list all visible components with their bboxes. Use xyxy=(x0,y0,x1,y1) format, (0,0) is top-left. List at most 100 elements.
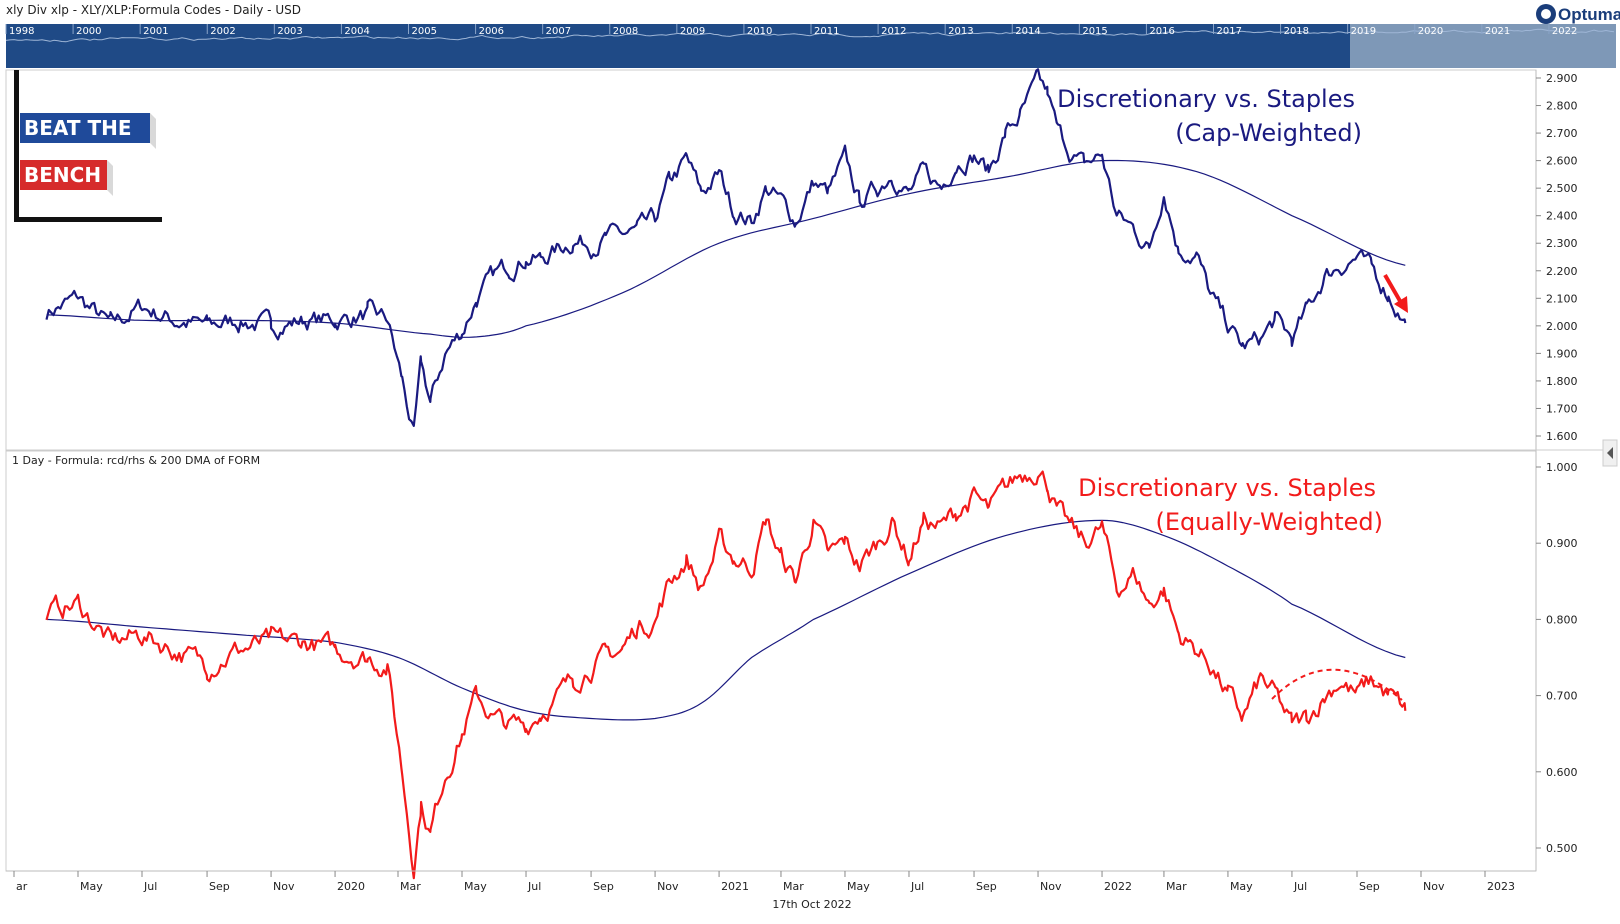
logo-bracket-horizontal xyxy=(14,217,162,222)
bottom-price-line xyxy=(45,470,1407,880)
bottom-panel-label: 1 Day - Formula: rcd/rhs & 200 DMA of FO… xyxy=(12,454,260,467)
x-tick-label: May xyxy=(1230,880,1253,893)
navigator-year-label: 2001 xyxy=(143,26,168,37)
top-y-tick-label: 1.900 xyxy=(1546,347,1578,360)
x-tick-label: Jul xyxy=(1293,880,1307,893)
logo-text-line2: BENCH xyxy=(24,163,101,187)
x-tick-label: Sep xyxy=(1359,880,1380,893)
bottom-y-axis: 0.500 0.600 0.700 0.800 0.900 1.000 xyxy=(1536,461,1578,855)
top-annotation-line2: (Cap-Weighted) xyxy=(1175,119,1362,147)
navigator-year-label: 2003 xyxy=(277,26,302,37)
x-tick-label: Sep xyxy=(593,880,614,893)
top-y-tick-label: 2.000 xyxy=(1546,320,1578,333)
bottom-y-tick-label: 0.800 xyxy=(1546,613,1578,626)
top-y-tick-label: 2.600 xyxy=(1546,155,1578,168)
x-tick-label: 2021 xyxy=(721,880,749,893)
navigator-sparkline xyxy=(5,28,1615,43)
bottom-y-tick-label: 0.600 xyxy=(1546,766,1578,779)
bottom-y-tick-label: 1.000 xyxy=(1546,461,1578,474)
bottom-y-tick-label: 0.700 xyxy=(1546,690,1578,703)
x-tick-label: May xyxy=(80,880,103,893)
down-arrow-shaft xyxy=(1383,274,1402,302)
navigator-year-label: 2016 xyxy=(1149,26,1174,37)
bottom-y-tick-label: 0.500 xyxy=(1546,842,1578,855)
x-axis: ar May Jul Sep Nov 2020 Mar May Jul Sep Nov 2021 Mar… xyxy=(13,871,1515,893)
navigator-year-label: 2022 xyxy=(1552,26,1577,37)
top-y-axis: 1.600 1.700 1.800 1.900 2.000 2.100 2.200 2.300… xyxy=(1536,72,1578,443)
top-y-tick-label: 2.300 xyxy=(1546,237,1578,250)
chevron-left-icon xyxy=(1607,447,1613,459)
x-tick-label: 2020 xyxy=(337,880,365,893)
top-annotation-line1: Discretionary vs. Staples xyxy=(1057,85,1355,113)
footer-date: 17th Oct 2022 xyxy=(772,898,851,911)
navigator-year-label: 2020 xyxy=(1418,26,1443,37)
x-tick-label: Nov xyxy=(1423,880,1445,893)
down-arrow-icon xyxy=(1383,274,1408,313)
x-tick-label: Nov xyxy=(273,880,295,893)
navigator-year-label: 2013 xyxy=(948,26,973,37)
top-y-tick-label: 1.800 xyxy=(1546,375,1578,388)
navigator-year-label: 2000 xyxy=(76,26,101,37)
navigator-year-label: 2011 xyxy=(814,26,839,37)
x-tick-label: 2023 xyxy=(1487,880,1515,893)
bottom-y-tick-label: 0.900 xyxy=(1546,537,1578,550)
optuma-brand[interactable]: Optuma xyxy=(1536,4,1620,24)
logo-text-line1: BEAT THE xyxy=(24,116,131,140)
navigator-year-label: 2015 xyxy=(1082,26,1107,37)
top-y-tick-label: 1.700 xyxy=(1546,402,1578,415)
x-tick-label: May xyxy=(847,880,870,893)
bottom-annotation-line2: (Equally-Weighted) xyxy=(1156,508,1383,536)
navigator-year-label: 2007 xyxy=(546,26,571,37)
top-y-tick-label: 2.400 xyxy=(1546,210,1578,223)
navigator-strip[interactable]: 1998 2000 2001 2002 2003 2004 2005 2006 2007 2008… xyxy=(5,24,1616,68)
x-tick-label: Nov xyxy=(1040,880,1062,893)
logo-box2-shade xyxy=(107,160,113,196)
logo-bracket-vertical xyxy=(14,70,19,222)
bottom-panel xyxy=(5,450,1537,872)
right-panel-toggle[interactable] xyxy=(1602,439,1618,467)
x-tick-label: Mar xyxy=(400,880,421,893)
top-panel xyxy=(5,69,1537,451)
top-y-tick-label: 1.600 xyxy=(1546,430,1578,443)
x-tick-label: ar xyxy=(16,880,28,893)
optuma-logo-icon-inner xyxy=(1541,9,1551,19)
x-tick-label: May xyxy=(464,880,487,893)
navigator-year-label: 2021 xyxy=(1485,26,1510,37)
optuma-brand-name: Optuma xyxy=(1558,5,1620,24)
top-ma-200-line xyxy=(46,159,1406,338)
x-tick-label: 2022 xyxy=(1104,880,1132,893)
x-tick-label: Nov xyxy=(657,880,679,893)
logo-box-beat-the xyxy=(20,113,150,143)
navigator-year-label: 2018 xyxy=(1284,26,1309,37)
navigator-year-labels: 1998 2000 2001 2002 2003 2004 2005 2006 2007 2008… xyxy=(5,24,1577,37)
header-bar xyxy=(0,0,1620,22)
navigator-year-label: 2019 xyxy=(1351,26,1376,37)
navigator-year-label: 2004 xyxy=(344,26,369,37)
chart-header-title: xly Div xlp - XLY/XLP:Formula Codes - Da… xyxy=(6,3,301,17)
navigator-year-label: 2009 xyxy=(680,26,705,37)
navigator-year-label: 2008 xyxy=(613,26,638,37)
x-tick-label: Mar xyxy=(783,880,804,893)
top-price-line xyxy=(45,68,1407,427)
x-tick-label: Mar xyxy=(1166,880,1187,893)
x-tick-label: Jul xyxy=(527,880,541,893)
navigator-year-label: 2002 xyxy=(210,26,235,37)
navigator-year-label: 2010 xyxy=(747,26,772,37)
bottom-ma-200-line xyxy=(46,519,1406,721)
x-tick-label: Sep xyxy=(976,880,997,893)
navigator-year-label: 1998 xyxy=(9,26,34,37)
down-arrow-head xyxy=(1394,296,1408,313)
logo-box-bench xyxy=(20,160,107,190)
x-tick-label: Sep xyxy=(209,880,230,893)
x-tick-label: Jul xyxy=(143,880,157,893)
top-y-tick-label: 2.100 xyxy=(1546,292,1578,305)
navigator-year-label: 2006 xyxy=(479,26,504,37)
navigator-year-label: 2014 xyxy=(1015,26,1040,37)
top-y-tick-label: 2.900 xyxy=(1546,72,1578,85)
top-y-tick-label: 2.500 xyxy=(1546,182,1578,195)
navigator-year-label: 2005 xyxy=(412,26,437,37)
top-y-tick-label: 2.200 xyxy=(1546,265,1578,278)
beat-the-bench-logo: BEAT THE BENCH xyxy=(14,70,162,222)
bottom-annotation-line1: Discretionary vs. Staples xyxy=(1078,474,1376,502)
